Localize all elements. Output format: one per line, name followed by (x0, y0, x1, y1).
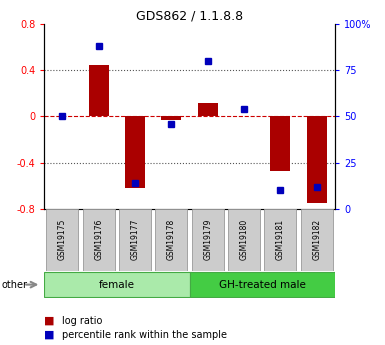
Bar (198, 102, 218, 117)
Bar (119, 209, 151, 271)
Bar (156, 209, 187, 271)
Text: female: female (99, 280, 135, 289)
Text: GSM19181: GSM19181 (276, 219, 285, 260)
Bar (83, 209, 115, 271)
Bar (190, 272, 335, 297)
Text: GSM19179: GSM19179 (203, 219, 212, 260)
Text: GH-treated male: GH-treated male (219, 280, 306, 289)
Text: GSM19177: GSM19177 (131, 219, 140, 260)
Text: percentile rank within the sample: percentile rank within the sample (62, 330, 227, 339)
Text: GSM19176: GSM19176 (94, 219, 103, 260)
Text: GSM19182: GSM19182 (312, 219, 321, 260)
Bar (44, 272, 190, 297)
Text: ■: ■ (44, 316, 55, 326)
Text: GSM19180: GSM19180 (239, 219, 249, 260)
Bar (228, 209, 260, 271)
Text: ■: ■ (44, 330, 55, 339)
Bar (264, 209, 296, 271)
Bar (270, 117, 290, 171)
Bar (301, 209, 333, 271)
Bar (125, 117, 145, 188)
Title: GDS862 / 1.1.8.8: GDS862 / 1.1.8.8 (136, 10, 243, 23)
Bar (89, 65, 109, 117)
Text: other: other (2, 280, 28, 289)
Text: GSM19175: GSM19175 (58, 219, 67, 260)
Bar (307, 117, 327, 203)
Bar (161, 117, 181, 120)
Bar (192, 209, 224, 271)
Text: log ratio: log ratio (62, 316, 102, 326)
Text: GSM19178: GSM19178 (167, 219, 176, 260)
Bar (47, 209, 79, 271)
